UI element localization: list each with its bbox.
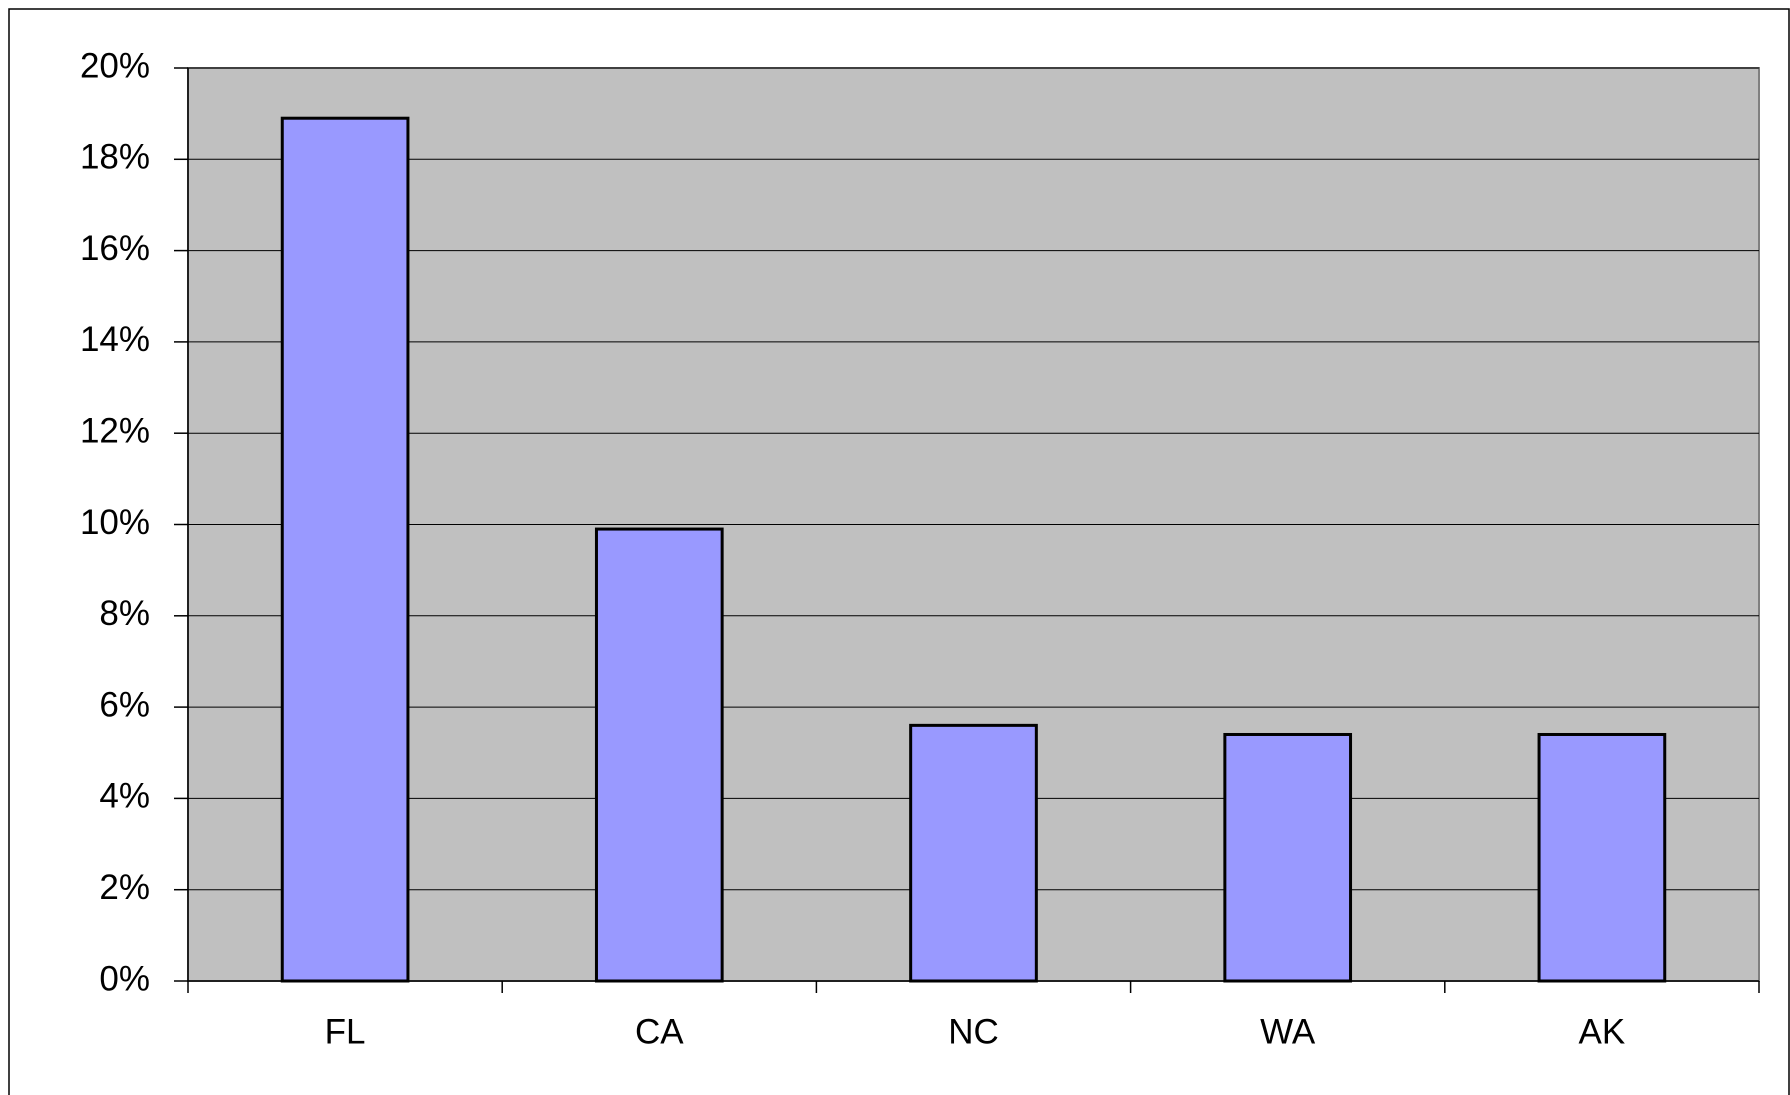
x-tick-label: CA bbox=[635, 1012, 684, 1051]
y-tick-label: 4% bbox=[99, 777, 150, 816]
x-tick-label: WA bbox=[1260, 1012, 1316, 1051]
y-tick-label: 8% bbox=[99, 594, 150, 633]
y-tick-label: 20% bbox=[80, 46, 150, 85]
y-tick-label: 0% bbox=[99, 959, 150, 998]
bar bbox=[1537, 732, 1667, 983]
y-tick-label: 6% bbox=[99, 685, 150, 724]
y-tick-label: 12% bbox=[80, 411, 150, 450]
y-tick-label: 16% bbox=[80, 229, 150, 268]
bar bbox=[594, 527, 724, 983]
x-tick-label: FL bbox=[325, 1012, 366, 1051]
x-tick-label: AK bbox=[1579, 1012, 1626, 1051]
y-tick-label: 18% bbox=[80, 138, 150, 177]
y-tick-label: 2% bbox=[99, 868, 150, 907]
y-tick-label: 10% bbox=[80, 503, 150, 542]
bar bbox=[280, 116, 410, 983]
y-tick-label: 14% bbox=[80, 320, 150, 359]
bar bbox=[1223, 732, 1353, 983]
x-tick-label: NC bbox=[948, 1012, 999, 1051]
bar bbox=[909, 723, 1038, 983]
